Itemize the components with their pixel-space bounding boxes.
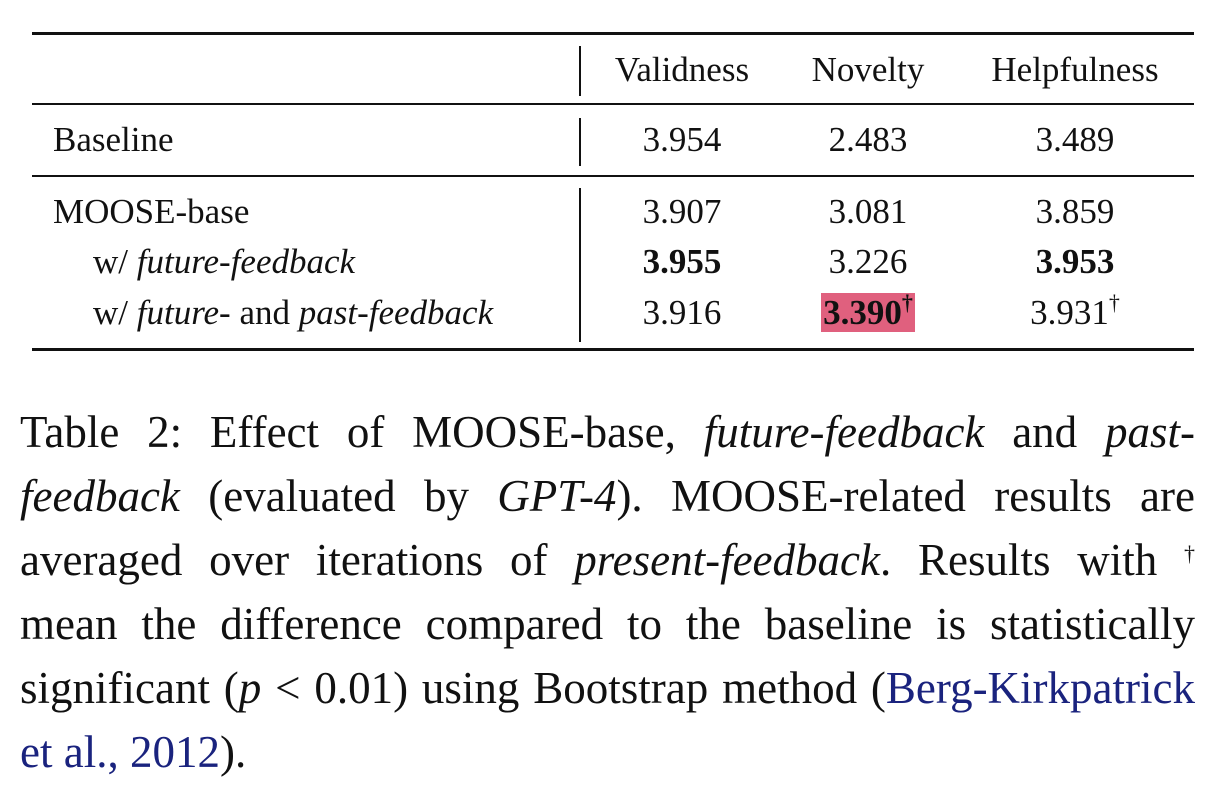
citation-link[interactable]: Berg-Kirkpatrick et al., 2012 xyxy=(20,663,1195,777)
value-text: 3.390 xyxy=(823,293,902,332)
table-cell-best: 3.953 xyxy=(1035,242,1115,281)
column-header-validness: Validness xyxy=(614,50,750,89)
dagger-mark: † xyxy=(1108,290,1120,315)
row-label-future-feedback: w/ future-feedback xyxy=(93,242,355,282)
table-cell: 3.954 xyxy=(642,120,722,159)
table-cell: 3.489 xyxy=(1035,120,1115,159)
row-label-prefix: w/ xyxy=(93,242,128,281)
column-header-novelty: Novelty xyxy=(811,50,925,89)
column-separator xyxy=(579,46,581,96)
table-cell: 3.081 xyxy=(828,192,908,231)
table-cell-best: 3.955 xyxy=(642,242,722,281)
row-label-italic: future- xyxy=(136,293,231,332)
caption-italic: present-feedback xyxy=(574,535,880,585)
dagger-mark: † xyxy=(901,290,913,315)
row-label-italic: past-feedback xyxy=(298,293,494,332)
caption-italic: p xyxy=(238,663,262,713)
table-cell: 2.483 xyxy=(828,120,908,159)
caption-text: . Results with xyxy=(879,535,1184,585)
table-cell: 3.859 xyxy=(1035,192,1115,231)
value-text: 3.931 xyxy=(1030,293,1109,332)
row-label-future-and-past-feedback: w/ future- and past-feedback xyxy=(93,293,493,333)
caption-text: (evaluated by xyxy=(179,471,498,521)
table-header-rule xyxy=(32,103,1194,105)
table-baseline-rule xyxy=(32,175,1194,177)
column-separator xyxy=(579,118,581,166)
column-separator xyxy=(579,188,581,342)
row-label-prefix: w/ xyxy=(93,293,128,332)
row-label-moose-base: MOOSE-base xyxy=(53,192,250,231)
table-caption: Table 2: Effect of MOOSE-base, future-fe… xyxy=(20,400,1195,784)
table-cell: 3.226 xyxy=(828,242,908,281)
table-top-rule xyxy=(32,32,1194,35)
table-cell: 3.931† xyxy=(960,290,1190,333)
caption-text: ). xyxy=(219,727,247,777)
caption-text: mean the difference compared to the base… xyxy=(20,599,1195,713)
table-cell: 3.916 xyxy=(642,293,722,332)
table-cell-highlighted: 3.390† xyxy=(768,290,968,333)
dagger-mark: † xyxy=(1184,541,1195,566)
caption-text: Table 2: Effect of MOOSE-base, xyxy=(20,407,704,457)
row-label-italic: future-feedback xyxy=(136,242,356,281)
table-bottom-rule xyxy=(32,348,1194,351)
row-label-mid: and xyxy=(239,293,291,332)
row-label-baseline: Baseline xyxy=(53,120,174,159)
caption-text: and xyxy=(984,407,1105,457)
table-cell: 3.907 xyxy=(642,192,722,231)
caption-italic: GPT-4 xyxy=(497,471,617,521)
caption-italic: future-feedback xyxy=(703,407,985,457)
caption-italic: past-feedback xyxy=(20,407,1195,521)
caption-text: ). MOOSE-related results are averaged ov… xyxy=(20,471,1195,585)
caption-text: < 0.01) using Bootstrap method ( xyxy=(261,663,886,713)
highlighted-value: 3.390† xyxy=(821,290,915,332)
column-header-helpfulness: Helpfulness xyxy=(991,50,1159,89)
